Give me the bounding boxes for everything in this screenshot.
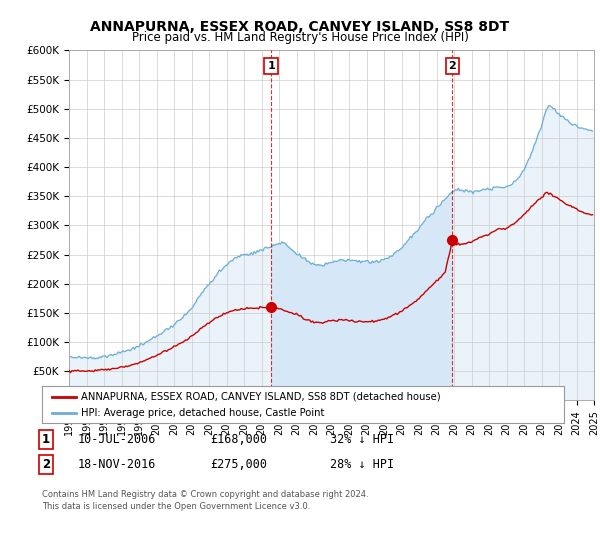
- Text: ANNAPURNA, ESSEX ROAD, CANVEY ISLAND, SS8 8DT (detached house): ANNAPURNA, ESSEX ROAD, CANVEY ISLAND, SS…: [81, 391, 441, 402]
- Text: 32% ↓ HPI: 32% ↓ HPI: [330, 433, 394, 446]
- Text: 1: 1: [267, 61, 275, 71]
- Text: 1: 1: [42, 433, 50, 446]
- Text: ANNAPURNA, ESSEX ROAD, CANVEY ISLAND, SS8 8DT: ANNAPURNA, ESSEX ROAD, CANVEY ISLAND, SS…: [91, 20, 509, 34]
- Text: 28% ↓ HPI: 28% ↓ HPI: [330, 458, 394, 472]
- Text: 2: 2: [448, 61, 456, 71]
- Text: 10-JUL-2006: 10-JUL-2006: [78, 433, 157, 446]
- Text: £275,000: £275,000: [210, 458, 267, 472]
- Text: HPI: Average price, detached house, Castle Point: HPI: Average price, detached house, Cast…: [81, 408, 325, 418]
- Text: 2: 2: [42, 458, 50, 472]
- Text: Contains HM Land Registry data © Crown copyright and database right 2024.
This d: Contains HM Land Registry data © Crown c…: [42, 490, 368, 511]
- Text: Price paid vs. HM Land Registry's House Price Index (HPI): Price paid vs. HM Land Registry's House …: [131, 31, 469, 44]
- Text: £168,000: £168,000: [210, 433, 267, 446]
- Text: 18-NOV-2016: 18-NOV-2016: [78, 458, 157, 472]
